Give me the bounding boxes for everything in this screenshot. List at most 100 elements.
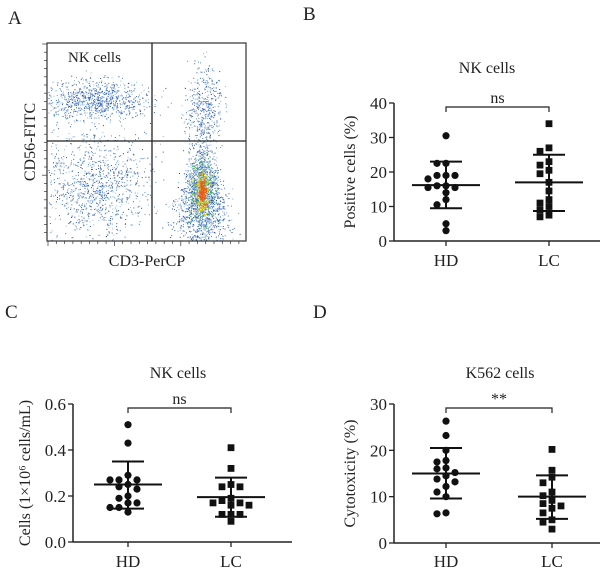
flow-event-dot [145,133,147,135]
flow-event-dot [110,196,111,198]
flow-event-dot [204,157,206,159]
flow-event-dot [89,102,91,104]
flow-event-dot [147,199,149,201]
flow-event-dot [85,151,87,153]
flow-event-dot [210,195,212,197]
flow-event-dot [89,89,91,90]
flow-event-dot [60,89,62,91]
flow-event-dot [220,184,222,185]
flow-event-dot [185,126,187,128]
flow-event-dot [133,83,135,85]
flow-event-dot [135,159,137,161]
flow-event-dot [208,103,210,105]
flow-event-dot [197,130,199,132]
flow-event-dot [74,103,76,105]
flow-event-dot [189,182,191,184]
flow-event-dot [205,185,207,187]
flow-event-dot [200,145,202,146]
flow-event-dot [63,107,65,109]
flow-event-dot [85,146,87,148]
flow-event-dot [195,159,197,161]
flow-event-dot [216,182,218,184]
data-point-hd [442,159,450,167]
flow-event-dot [108,93,110,95]
flow-event-dot [213,110,215,112]
flow-event-dot [203,141,205,143]
flow-event-dot [125,166,127,168]
flow-event-dot [207,217,209,219]
flow-event-dot [197,200,199,202]
flow-event-dot [122,178,124,180]
flow-event-dot [198,93,200,95]
flow-event-dot [71,143,72,145]
flow-event-dot [205,203,207,205]
flow-event-dot [55,165,56,167]
flow-event-dot [105,207,107,209]
flow-event-dot [204,82,206,84]
flow-event-dot [82,161,83,163]
flow-event-dot [89,85,91,86]
flow-event-dot [213,183,215,185]
flow-event-dot [221,208,222,210]
flow-event-dot [189,127,191,129]
flow-event-dot [121,214,123,216]
flow-event-dot [209,112,210,114]
flow-event-dot [69,197,70,198]
flow-event-dot [162,227,164,229]
flow-event-dot [206,172,208,174]
data-point-hd [133,499,141,507]
flow-event-dot [116,99,118,101]
flow-event-dot [67,213,69,215]
flow-event-dot [201,132,203,134]
flow-event-dot [120,112,122,114]
flow-event-dot [212,158,214,160]
flow-event-dot [220,101,222,103]
flow-event-dot [217,214,219,216]
flow-event-dot [195,210,197,212]
flow-event-dot [106,196,107,198]
flow-event-dot [203,176,205,177]
flow-event-dot [101,189,103,191]
flow-event-dot [211,80,213,82]
flow-event-dot [78,180,80,182]
flow-event-dot [92,103,94,105]
flow-event-dot [109,174,111,176]
flow-event-dot [139,221,141,223]
flow-event-dot [199,158,201,160]
flow-event-dot [203,212,205,214]
flow-event-dot [184,121,186,123]
significance-label: ** [491,391,507,408]
flow-event-dot [202,187,204,189]
flow-event-dot [185,196,187,198]
flow-event-dot [122,176,124,178]
flow-event-dot [81,193,83,195]
flow-event-dot [222,202,224,203]
flow-event-dot [92,94,94,96]
flow-event-dot [183,203,185,205]
flow-event-dot [76,107,77,109]
flow-event-dot [210,164,212,166]
flow-event-dot [200,217,202,219]
flow-event-dot [192,183,194,185]
flow-event-dot [110,169,111,171]
flow-event-dot [107,103,109,105]
flow-event-dot [198,220,200,222]
flow-event-dot [118,90,120,92]
data-point-hd [424,175,432,183]
flow-event-dot [78,80,80,82]
flow-event-dot [199,169,201,171]
flow-event-dot [203,197,205,199]
flow-event-dot [115,188,117,190]
flow-event-dot [196,164,198,166]
flow-event-dot [147,102,149,104]
flow-event-dot [76,84,77,86]
flow-event-dot [192,219,193,221]
flow-event-dot [195,199,197,201]
flow-event-dot [188,178,190,180]
flow-event-dot [77,209,79,211]
flow-event-dot [194,158,196,160]
flow-event-dot [204,211,206,213]
flow-event-dot [103,186,105,188]
data-point-lc [227,444,235,452]
flow-event-dot [213,172,215,174]
